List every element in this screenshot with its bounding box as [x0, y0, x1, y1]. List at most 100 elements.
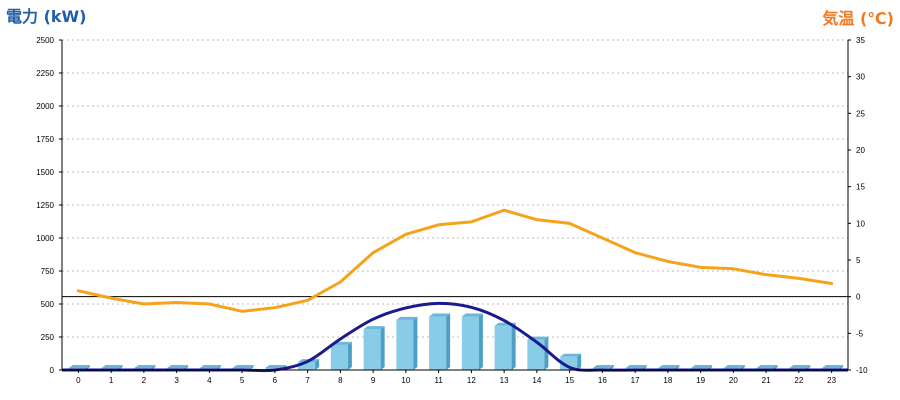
x-tick-label: 18	[663, 376, 672, 385]
x-tick-label: 2	[142, 376, 147, 385]
right-tick-label: 0	[856, 293, 861, 302]
bar-side	[478, 313, 483, 370]
right-tick-label: 20	[856, 146, 865, 155]
bar-front	[494, 325, 512, 370]
left-axis-title: 電力 (kW)	[6, 7, 87, 26]
x-tick-label: 5	[240, 376, 245, 385]
bar-10	[396, 316, 418, 370]
bar-12	[461, 313, 483, 370]
x-tick-label: 14	[532, 376, 541, 385]
bar-front	[298, 362, 316, 370]
x-tick-label: 20	[729, 376, 738, 385]
left-tick-label: 2000	[36, 102, 54, 111]
x-tick-label: 21	[762, 376, 771, 385]
x-tick-label: 8	[338, 376, 343, 385]
bar-front	[396, 319, 414, 370]
x-tick-label: 6	[273, 376, 278, 385]
x-tick-label: 3	[174, 376, 179, 385]
power-bars	[68, 313, 844, 370]
right-tick-label: 35	[856, 36, 865, 45]
bar-front	[330, 344, 348, 370]
bar-top	[756, 365, 778, 369]
x-tick-label: 11	[434, 376, 443, 385]
bar-top	[396, 316, 418, 320]
bar-top	[167, 365, 189, 369]
bar-side	[577, 353, 582, 370]
series-lines	[61, 208, 848, 373]
right-tick-label: -10	[856, 366, 868, 375]
bar-front	[527, 339, 545, 370]
x-tick-label: 0	[76, 376, 81, 385]
x-tick-label: 7	[305, 376, 310, 385]
bar-top	[461, 313, 483, 317]
x-tick-label: 22	[794, 376, 803, 385]
left-tick-label: 1500	[36, 168, 54, 177]
bar-top	[68, 365, 90, 369]
x-tick-label: 23	[827, 376, 836, 385]
bar-top	[134, 365, 156, 369]
temperature-line	[76, 208, 834, 313]
generation-curve	[61, 301, 848, 373]
right-tick-label: 15	[856, 183, 865, 192]
bar-13	[494, 322, 516, 370]
left-tick-label: 250	[41, 333, 55, 342]
left-tick-label: 500	[41, 300, 55, 309]
left-tick-label: 2250	[36, 69, 54, 78]
bar-top	[789, 365, 811, 369]
left-tick-label: 2500	[36, 36, 54, 45]
bar-top	[592, 365, 614, 369]
left-tick-label: 1000	[36, 234, 54, 243]
bar-front	[560, 356, 578, 370]
x-tick-label: 9	[371, 376, 376, 385]
x-tick-label: 19	[696, 376, 705, 385]
bar-8	[330, 341, 352, 370]
x-tick-label: 16	[598, 376, 607, 385]
right-tick-label: 10	[856, 219, 865, 228]
bar-15	[560, 353, 582, 370]
tick-labels: 02505007501000125015001750200022502500-1…	[36, 36, 868, 385]
bar-top	[625, 365, 647, 369]
bar-top	[723, 365, 745, 369]
bar-side	[315, 359, 320, 370]
bar-front	[429, 316, 447, 370]
bar-9	[363, 326, 385, 370]
right-tick-label: -5	[856, 329, 864, 338]
x-tick-label: 4	[207, 376, 212, 385]
right-axis-title: 気温 (℃)	[822, 9, 894, 28]
bar-top	[560, 353, 582, 357]
axes	[59, 39, 851, 373]
left-tick-label: 1750	[36, 135, 54, 144]
bar-7	[298, 359, 320, 370]
right-tick-label: 25	[856, 109, 865, 118]
right-tick-label: 5	[856, 256, 861, 265]
left-tick-label: 750	[41, 267, 55, 276]
bar-top	[691, 365, 713, 369]
bar-front	[363, 329, 381, 370]
x-tick-label: 13	[500, 376, 509, 385]
bar-side	[544, 336, 549, 370]
bar-top	[363, 326, 385, 330]
bar-top	[429, 313, 451, 317]
bar-top	[265, 365, 287, 369]
bar-side	[380, 326, 385, 370]
bar-front	[461, 316, 479, 370]
bar-side	[413, 316, 418, 370]
bar-top	[199, 365, 221, 369]
grid	[62, 39, 848, 338]
bar-11	[429, 313, 451, 370]
bar-top	[232, 365, 254, 369]
x-tick-label: 15	[565, 376, 574, 385]
bar-side	[511, 322, 516, 370]
left-tick-label: 1250	[36, 201, 54, 210]
bar-top	[101, 365, 123, 369]
x-tick-label: 12	[467, 376, 476, 385]
bar-side	[446, 313, 451, 370]
bar-top	[658, 365, 680, 369]
right-tick-label: 30	[856, 73, 865, 82]
left-tick-label: 0	[50, 366, 55, 375]
bar-side	[347, 341, 352, 370]
bar-top	[822, 365, 844, 369]
x-tick-label: 17	[631, 376, 640, 385]
x-tick-label: 10	[401, 376, 410, 385]
